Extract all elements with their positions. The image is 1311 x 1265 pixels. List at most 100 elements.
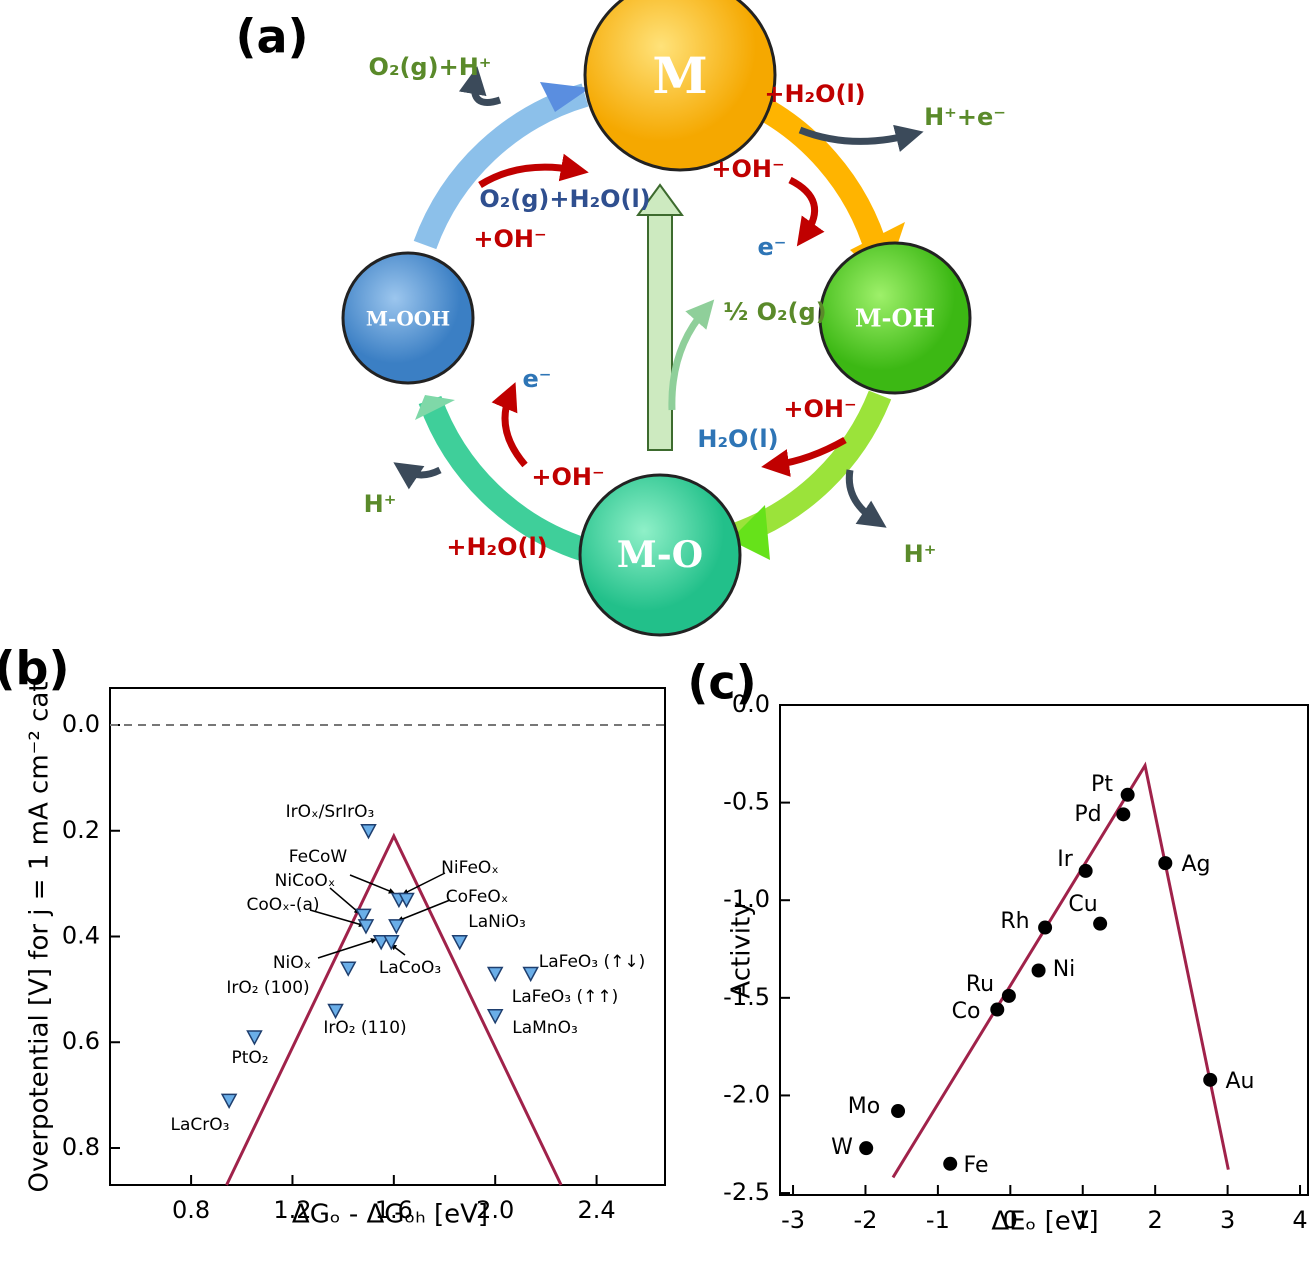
plot-frame	[779, 704, 1309, 1196]
arrowhead	[415, 395, 455, 420]
data-point	[1120, 787, 1135, 802]
point-label: IrO₂ (110)	[323, 1018, 406, 1038]
data-point	[859, 1141, 874, 1156]
y-tick-label: -2.5	[723, 1178, 770, 1206]
point-label: IrOₓ/SrIrO₃	[286, 802, 375, 822]
x-tick-label: 1	[1075, 1206, 1090, 1234]
panel-label: (b)	[0, 642, 69, 696]
small-arrows	[393, 66, 924, 528]
species-label: +OH⁻	[783, 395, 856, 423]
point-label: IrO₂ (100)	[226, 978, 309, 998]
point-label: Fe	[964, 1153, 989, 1178]
annotation-arrow	[329, 887, 361, 914]
ring-arc	[418, 395, 589, 562]
x-tick-label: 2.4	[577, 1196, 615, 1224]
data-point	[1093, 916, 1108, 931]
volcano-line	[225, 832, 563, 1186]
point-label: PtO₂	[231, 1048, 268, 1068]
annotation-arrow	[397, 899, 451, 922]
data-point	[398, 892, 415, 909]
y-tick-label: -0.5	[723, 788, 770, 816]
x-axis-label: ΔGₒ - ΔGₒₕ [eV]	[292, 1200, 488, 1230]
species-label: H⁺	[904, 540, 937, 568]
data-point	[360, 824, 377, 840]
data-point	[486, 1009, 504, 1025]
volcano-line	[891, 761, 1230, 1179]
data-point	[522, 966, 539, 983]
point-label: Cu	[1068, 892, 1097, 917]
data-point	[372, 935, 390, 951]
center-arrowhead	[636, 183, 684, 216]
data-point	[357, 919, 375, 935]
species-label: +OH⁻	[531, 463, 604, 491]
data-point	[388, 919, 405, 935]
point-label: Co	[952, 999, 981, 1024]
data-point	[355, 908, 372, 924]
x-tick-label: 1.6	[375, 1196, 413, 1224]
species-label: O₂(g)+H₂O(l)	[479, 185, 650, 213]
data-point	[990, 1002, 1005, 1017]
x-tick-label: -1	[926, 1206, 950, 1234]
y-tick-label: 0.2	[62, 816, 100, 844]
species-label: O₂(g)+H⁺	[369, 53, 492, 81]
point-label: CoOₓ-(a)	[246, 895, 319, 915]
node-label: M-O	[617, 534, 703, 576]
point-label: Ag	[1181, 852, 1210, 877]
data-point	[246, 1030, 263, 1046]
panel-label: (c)	[687, 656, 756, 710]
node-label: M-OH	[855, 304, 935, 333]
x-tick-label: -3	[781, 1206, 805, 1234]
species-label: +H₂O(l)	[764, 80, 865, 108]
point-label: NiOₓ	[273, 953, 311, 973]
annotation-arrow	[402, 872, 446, 895]
point-label: LaMnO₃	[512, 1018, 578, 1038]
annotation-arrow	[390, 944, 406, 956]
y-tick-label: -1.5	[723, 983, 770, 1011]
arrowhead	[730, 505, 770, 560]
species-label: e⁻	[758, 233, 787, 261]
y-tick-label: -1.0	[723, 885, 770, 913]
data-point	[943, 1156, 958, 1171]
point-label: Mo	[848, 1094, 880, 1119]
annotation-arrow	[349, 874, 395, 894]
x-tick-label: 2.0	[476, 1196, 514, 1224]
species-label: H⁺+e⁻	[924, 103, 1006, 131]
data-point	[1116, 807, 1131, 822]
x-tick-label: 0.8	[172, 1196, 210, 1224]
annotation-arrow	[309, 909, 365, 928]
data-point	[1001, 988, 1016, 1003]
x-tick-label: 4	[1292, 1206, 1307, 1234]
data-point	[220, 1093, 238, 1109]
point-label: Ru	[966, 972, 994, 997]
center-arrow	[647, 214, 673, 451]
node-label: M	[652, 46, 707, 105]
point-label: FeCoW	[289, 847, 348, 867]
point-label: Pt	[1091, 772, 1113, 797]
data-point	[327, 1003, 344, 1020]
point-label: NiFeOₓ	[441, 858, 499, 878]
node-circle	[578, 473, 742, 637]
point-label: Ni	[1053, 957, 1076, 982]
x-tick-label: 0	[1003, 1206, 1018, 1234]
species-label: H₂O(l)	[697, 425, 778, 453]
node-circle	[818, 241, 972, 395]
node-circle	[583, 0, 777, 172]
x-tick-label: 1.2	[273, 1196, 311, 1224]
point-label: Au	[1226, 1069, 1255, 1094]
species-label: +H₂O(l)	[446, 533, 547, 561]
point-label: Pd	[1074, 802, 1101, 827]
annotation-arrow	[317, 938, 377, 959]
data-point	[451, 935, 468, 951]
node-circle	[341, 251, 475, 385]
point-label: LaCoO₃	[379, 958, 441, 978]
panel-a: M M-OH M-O M-OOH (a) O₂(g)+H⁺ +H₂O(l) H⁺…	[235, 0, 1006, 637]
species-label: ½ O₂(g)	[723, 298, 826, 326]
data-point	[486, 966, 504, 983]
y-tick-label: 0.0	[732, 690, 770, 718]
y-tick-label: -2.0	[723, 1080, 770, 1108]
data-point	[383, 935, 400, 951]
y-tick-label: 0.8	[62, 1133, 100, 1161]
y-tick-label: 0.4	[62, 922, 100, 950]
species-label: H⁺	[364, 490, 397, 518]
